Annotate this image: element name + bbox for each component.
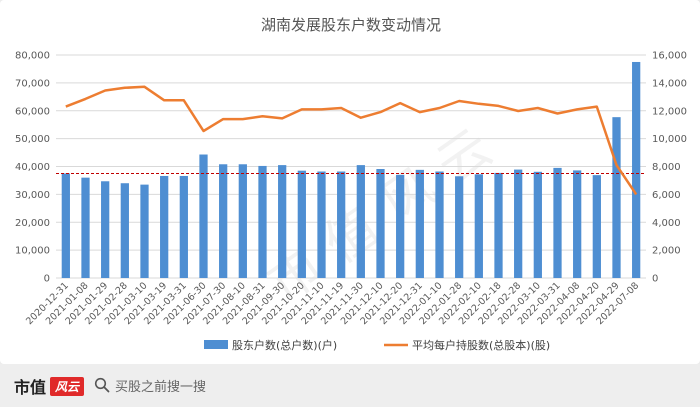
y-right-tick-label: 6,000 [652,190,681,201]
y-right-tick-label: 8,000 [652,162,681,173]
bar [140,184,149,278]
y-left-tick-label: 20,000 [15,218,50,229]
bar [356,165,365,278]
y-right-tick-label: 16,000 [652,51,687,62]
bar [514,169,523,278]
bar [396,174,405,278]
bar [592,175,601,278]
bar [612,117,621,278]
bar [376,169,385,278]
y-right-tick-label: 0 [652,274,658,285]
chart-card: 市 值 风 云湖南发展股东户数变动情况 0 0 10,000 2,000 20,000 4,… [0,0,700,364]
brand-logo[interactable]: 市值 风云 [14,374,85,398]
bar [179,175,188,278]
bar [435,171,444,278]
y-right-tick-label: 14,000 [652,78,687,89]
bar [455,176,464,278]
brand-mark: 风云 [50,376,85,396]
bar [101,181,110,278]
bar [199,154,208,278]
y-right-tick-label: 10,000 [652,134,687,145]
y-left-tick-label: 80,000 [15,51,50,62]
bar [317,171,326,278]
brand-text: 市值 [14,378,47,397]
y-right-tick-label: 4,000 [652,218,681,229]
footer-bar: 市值 风云 买股之前搜一搜 [0,364,700,407]
bar [278,165,287,278]
bar [553,167,562,278]
bar [573,170,582,278]
y-left-tick-label: 30,000 [15,190,50,201]
bar [160,175,169,278]
y-left-tick-label: 70,000 [15,78,50,89]
y-left-tick-label: 0 [44,274,50,285]
bar [632,61,641,278]
search-placeholder: 买股之前搜一搜 [115,379,207,395]
bar [415,169,424,278]
bar [61,173,70,278]
y-left-tick-label: 40,000 [15,162,50,173]
y-left-tick-label: 50,000 [15,134,50,145]
bar [494,172,503,278]
search-icon [94,377,110,393]
bar [238,164,247,278]
y-left-tick-label: 10,000 [15,246,50,257]
legend-swatch-bar [204,340,228,349]
bar [533,171,542,278]
bar [474,174,483,278]
bar [120,183,129,278]
y-right-tick-label: 12,000 [652,106,687,117]
line-series [65,85,638,196]
bar [297,170,306,278]
bar [337,171,346,278]
bar [258,165,267,278]
y-left-tick-label: 60,000 [15,106,50,117]
chart-title: 湖南发展股东户数变动情况 [261,16,441,34]
legend-label-line: 平均每户持股数(总股本)(股) [412,338,550,352]
search-box[interactable]: 买股之前搜一搜 [94,373,244,397]
bar [219,164,228,278]
y-right-tick-label: 2,000 [652,246,681,257]
bar [81,177,90,278]
legend-label-bar: 股东户数(总户数)(户) [232,338,337,352]
